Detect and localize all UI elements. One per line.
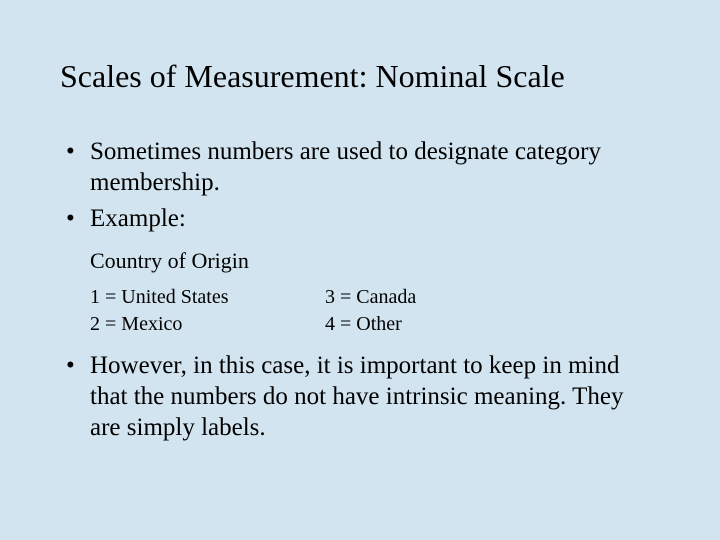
mapping-cell: 2 = Mexico xyxy=(90,311,325,338)
mapping-cell: 3 = Canada xyxy=(325,284,560,311)
slide: Scales of Measurement: Nominal Scale Som… xyxy=(0,0,720,540)
slide-title: Scales of Measurement: Nominal Scale xyxy=(60,56,660,96)
mapping-row: 2 = Mexico 4 = Other xyxy=(90,311,660,338)
bullet-item: Sometimes numbers are used to designate … xyxy=(60,136,660,199)
mapping-cell: 4 = Other xyxy=(325,311,560,338)
bullet-list: Sometimes numbers are used to designate … xyxy=(60,136,660,234)
bullet-item: However, in this case, it is important t… xyxy=(60,350,660,444)
bullet-list: However, in this case, it is important t… xyxy=(60,350,660,444)
mapping-table: 1 = United States 3 = Canada 2 = Mexico … xyxy=(90,284,660,338)
bullet-item: Example: xyxy=(60,203,660,234)
mapping-row: 1 = United States 3 = Canada xyxy=(90,284,660,311)
mapping-cell: 1 = United States xyxy=(90,284,325,311)
example-subhead: Country of Origin xyxy=(90,248,660,274)
